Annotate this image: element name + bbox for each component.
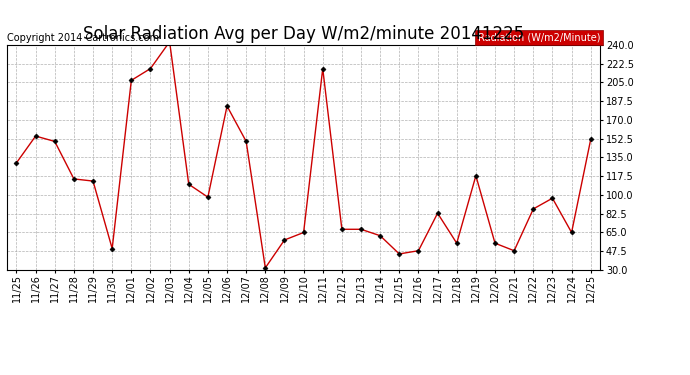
Text: Radiation (W/m2/Minute): Radiation (W/m2/Minute) [477, 33, 600, 43]
Text: Copyright 2014 Cartronics.com: Copyright 2014 Cartronics.com [7, 33, 159, 43]
Title: Solar Radiation Avg per Day W/m2/minute 20141225: Solar Radiation Avg per Day W/m2/minute … [83, 26, 524, 44]
